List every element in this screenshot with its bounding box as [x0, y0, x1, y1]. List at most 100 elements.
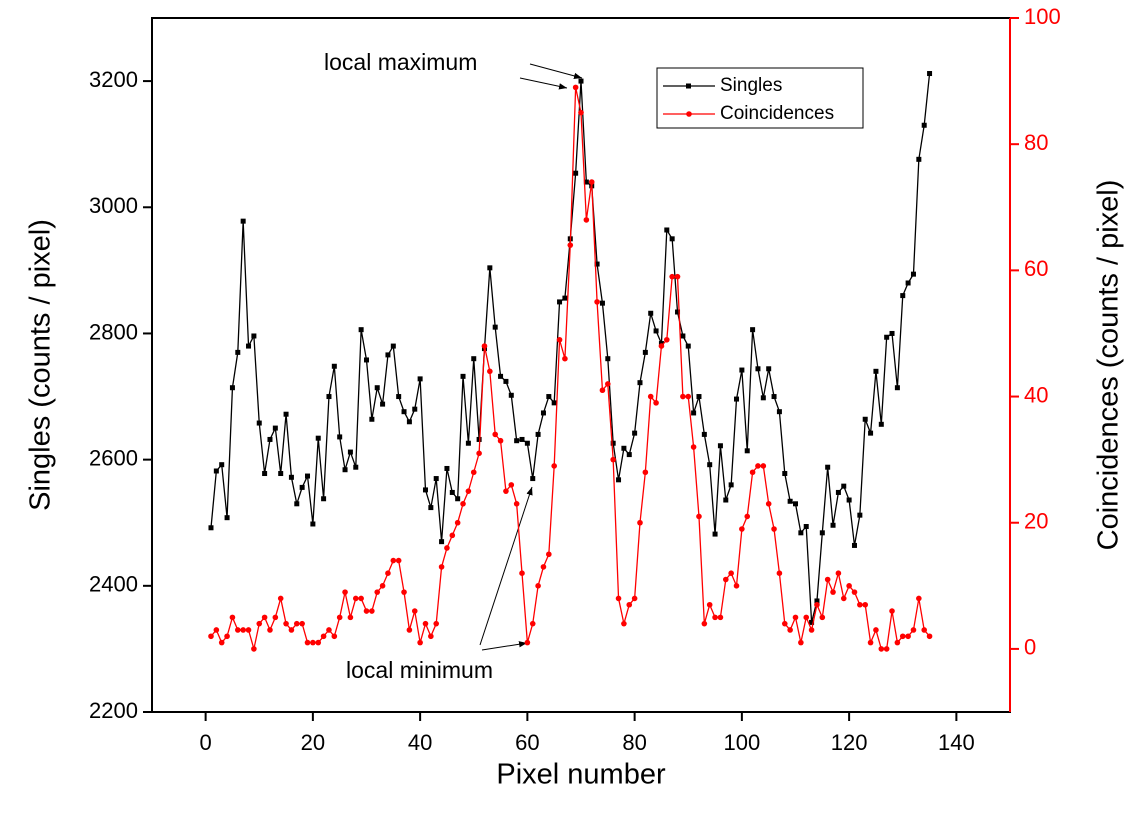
point	[717, 614, 724, 621]
y2-tick-label: 60	[1024, 256, 1048, 281]
point	[503, 488, 509, 494]
point	[326, 627, 332, 633]
point	[916, 156, 922, 162]
point	[320, 633, 327, 640]
point	[294, 501, 300, 507]
point	[610, 456, 616, 463]
point	[374, 385, 380, 391]
point	[229, 385, 235, 391]
point	[814, 601, 820, 608]
point	[352, 595, 359, 602]
point	[315, 435, 321, 441]
legend-box	[656, 67, 864, 129]
point	[905, 633, 911, 640]
point	[809, 619, 815, 625]
x-tick-label: 140	[938, 730, 975, 755]
point	[583, 179, 589, 185]
point	[428, 633, 434, 640]
point	[277, 595, 284, 602]
point	[728, 570, 734, 576]
point	[229, 614, 236, 621]
point	[219, 462, 225, 468]
point	[299, 484, 305, 490]
x-tick-label: 100	[724, 730, 761, 755]
point	[798, 530, 804, 536]
point	[749, 469, 756, 476]
point	[471, 356, 477, 362]
point	[878, 421, 884, 427]
point	[524, 440, 530, 446]
y-tick-label: 3000	[89, 193, 138, 218]
point	[680, 393, 686, 400]
point	[921, 122, 927, 128]
point	[412, 406, 418, 412]
y2-tick-label: 100	[1024, 4, 1061, 29]
point	[717, 443, 723, 449]
point	[653, 400, 659, 406]
point	[642, 469, 649, 476]
point	[605, 356, 611, 362]
point	[337, 434, 343, 440]
y-tick-label: 2600	[89, 445, 138, 470]
y-tick-label: 2200	[89, 698, 138, 723]
point	[497, 437, 504, 444]
point	[685, 343, 691, 349]
point	[465, 440, 471, 446]
x-tick-label: 40	[408, 730, 432, 755]
point	[734, 396, 740, 402]
point	[208, 633, 214, 640]
point	[567, 242, 574, 248]
point	[358, 327, 364, 333]
point	[406, 627, 413, 633]
point	[910, 271, 916, 277]
point	[519, 570, 525, 576]
annotation: local maximum	[324, 49, 477, 75]
point	[406, 419, 412, 425]
point	[819, 530, 825, 536]
point	[492, 324, 498, 330]
point	[739, 367, 745, 373]
point	[508, 482, 515, 488]
point	[390, 343, 396, 349]
point	[632, 430, 638, 436]
point	[765, 501, 772, 507]
point	[707, 462, 713, 468]
point	[498, 373, 504, 379]
point	[776, 409, 782, 415]
point	[272, 425, 278, 431]
annotation-arrow	[519, 77, 568, 90]
point	[514, 438, 520, 444]
point	[476, 450, 482, 457]
point	[647, 393, 654, 400]
point	[369, 416, 375, 422]
point	[835, 570, 842, 576]
point	[626, 452, 632, 458]
point	[744, 448, 750, 454]
point	[455, 496, 461, 502]
point	[524, 639, 531, 646]
point	[626, 601, 633, 608]
point	[696, 513, 702, 520]
point	[653, 328, 659, 334]
point	[894, 385, 900, 391]
point	[246, 343, 252, 349]
point	[824, 576, 831, 583]
point	[492, 431, 499, 438]
y-tick-label: 2400	[89, 572, 138, 597]
point	[476, 436, 482, 442]
point	[513, 501, 520, 507]
point	[867, 639, 874, 646]
point	[487, 368, 493, 375]
point	[396, 394, 402, 400]
point	[578, 109, 584, 116]
point	[793, 501, 798, 507]
y-tick-label: 3200	[89, 67, 138, 92]
point	[326, 394, 332, 400]
point	[487, 265, 493, 271]
annotation-arrow	[479, 486, 533, 646]
point	[621, 620, 627, 627]
point	[771, 526, 777, 532]
point	[755, 366, 761, 372]
point	[557, 299, 563, 305]
legend-label: Singles	[720, 75, 782, 96]
